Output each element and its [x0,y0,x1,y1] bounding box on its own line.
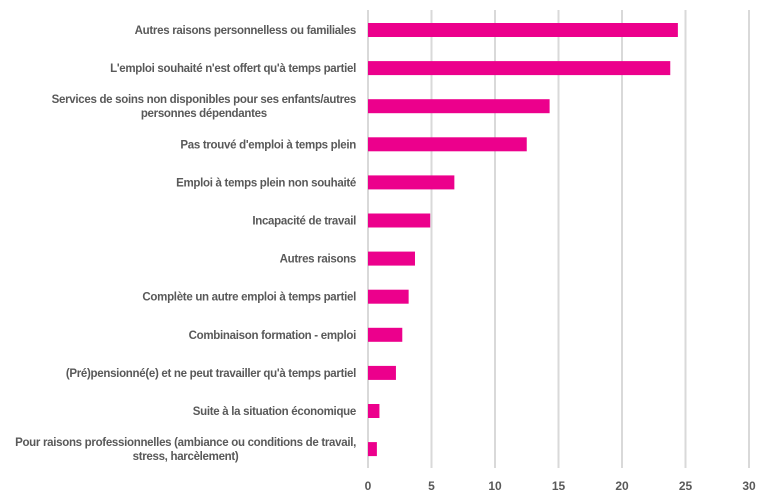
bar [368,442,377,457]
category-label: Pas trouvé d'emploi à temps plein [180,139,356,151]
category-label: Autres raisons personnelless ou familial… [135,25,356,37]
bar [368,23,678,37]
category-label: Autres raisons [280,254,356,266]
bar [368,365,396,380]
bar [368,99,550,114]
category-label: Combinaison formation - emploi [189,330,356,342]
x-tick-labels: 0 5 10 15 20 25 30 [365,479,756,493]
x-tick-label: 20 [615,479,629,493]
category-label: Services de soins non disponibles pour s… [52,94,356,120]
bar [368,213,431,228]
bar [368,61,671,76]
category-label: Incapacité de travail [252,216,356,228]
x-tick-label: 0 [365,479,372,493]
bar [368,327,403,342]
bar [368,404,380,418]
x-tick-label: 30 [742,479,756,493]
bars [368,23,678,457]
bar [368,137,527,152]
category-label: Emploi à temps plein non souhaité [176,177,356,189]
category-labels: Autres raisons personnelless ou familial… [15,25,356,463]
gridlines [367,10,750,468]
x-tick-label: 25 [679,479,693,493]
x-tick-label: 10 [488,479,502,493]
bar [368,289,409,304]
category-label: Suite à la situation économique [193,406,356,418]
x-tick-label: 5 [428,479,435,493]
x-tick-label: 15 [552,479,566,493]
category-label: (Pré)pensionné(e) et ne peut travailler … [66,368,356,380]
category-label: Complète un autre emploi à temps partiel [142,292,356,304]
category-label: Pour raisons professionnelles (ambiance … [15,437,356,463]
bar [368,251,415,266]
category-label: L'emploi souhaité n'est offert qu'à temp… [110,63,356,75]
bar [368,175,455,190]
